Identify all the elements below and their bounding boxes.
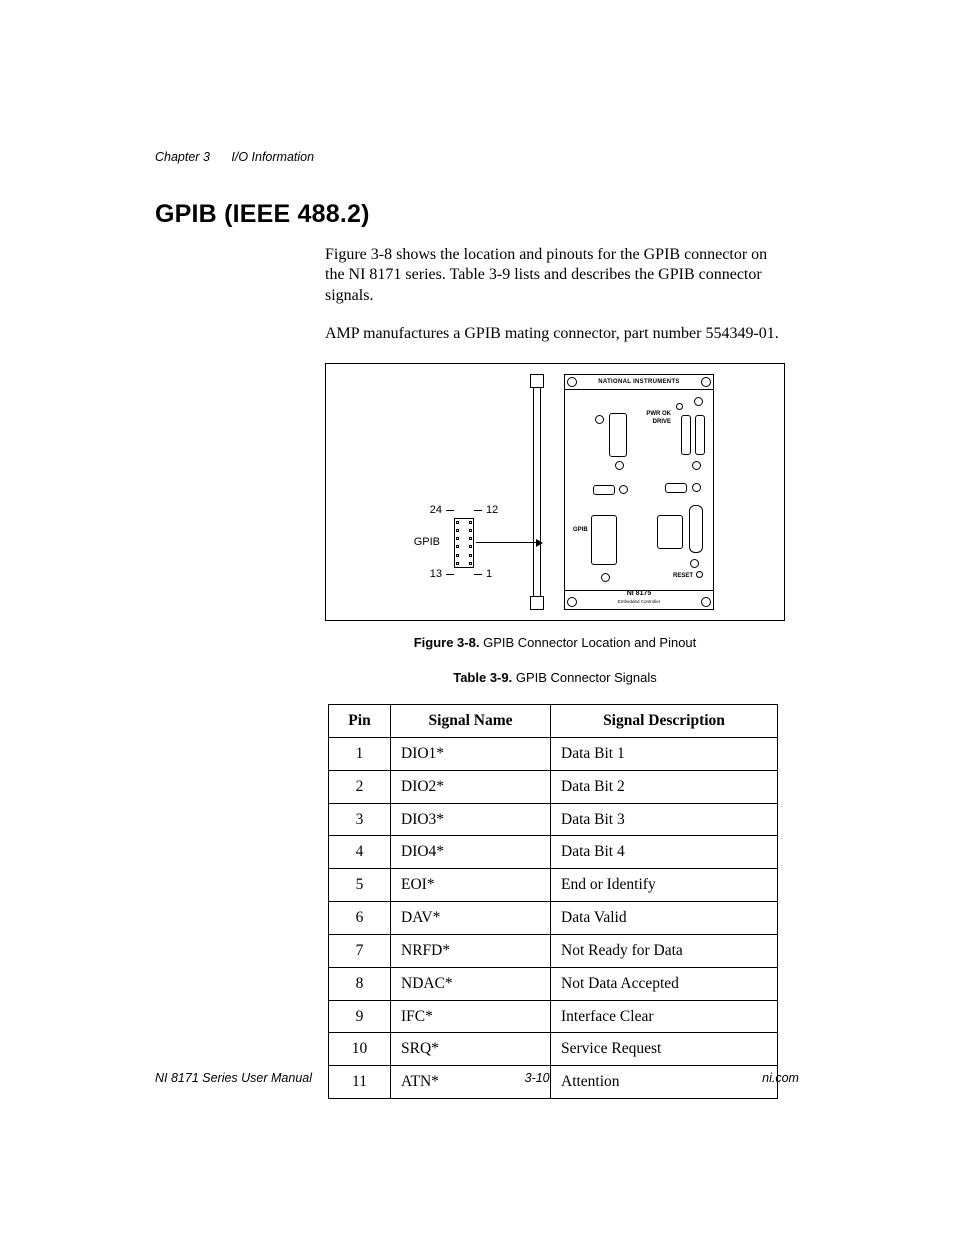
cell-signal-desc: Data Bit 2 <box>551 770 778 803</box>
running-header: Chapter 3 I/O Information <box>155 150 799 164</box>
table-row: 1DIO1*Data Bit 1 <box>329 737 778 770</box>
footer-right: ni.com <box>762 1071 799 1085</box>
cell-signal-name: IFC* <box>391 1000 551 1033</box>
cell-signal-desc: Not Data Accepted <box>551 967 778 1000</box>
table-caption: Table 3-9. GPIB Connector Signals <box>325 670 785 687</box>
col-name: Signal Name <box>391 705 551 738</box>
figure-gpib-label: GPIB <box>406 537 446 548</box>
panel-drive-label: DRIVE <box>653 419 671 425</box>
pin-label-1: 1 <box>482 569 492 580</box>
cell-signal-desc: Data Valid <box>551 902 778 935</box>
table-row: 4DIO4*Data Bit 4 <box>329 836 778 869</box>
cell-signal-desc: Not Ready for Data <box>551 934 778 967</box>
figure-caption-num: Figure 3-8. <box>414 635 480 650</box>
arrow-icon <box>536 539 543 547</box>
col-desc: Signal Description <box>551 705 778 738</box>
table-row: 10SRQ*Service Request <box>329 1033 778 1066</box>
section-title: GPIB (IEEE 488.2) <box>155 200 799 229</box>
figure-caption: Figure 3-8. GPIB Connector Location and … <box>325 635 785 652</box>
table-row: 2DIO2*Data Bit 2 <box>329 770 778 803</box>
cell-signal-desc: Data Bit 4 <box>551 836 778 869</box>
pin-label-24: 24 <box>406 505 446 516</box>
cell-pin: 4 <box>329 836 391 869</box>
cell-signal-desc: Data Bit 3 <box>551 803 778 836</box>
table-row: 6DAV*Data Valid <box>329 902 778 935</box>
cell-pin: 2 <box>329 770 391 803</box>
page: Chapter 3 I/O Information GPIB (IEEE 488… <box>0 0 954 1235</box>
body-column: Figure 3-8 shows the location and pinout… <box>325 245 785 1099</box>
cell-signal-name: DAV* <box>391 902 551 935</box>
cell-signal-name: DIO1* <box>391 737 551 770</box>
figure-caption-text: GPIB Connector Location and Pinout <box>483 635 696 650</box>
panel-product: NI 8175 <box>627 590 652 597</box>
cell-signal-name: NRFD* <box>391 934 551 967</box>
gpib-signals-table: Pin Signal Name Signal Description 1DIO1… <box>328 704 778 1099</box>
page-footer: NI 8171 Series User Manual 3-10 ni.com <box>155 1071 799 1085</box>
panel-logo: NATIONAL INSTRUMENTS <box>585 379 693 387</box>
cell-signal-name: DIO2* <box>391 770 551 803</box>
panel-gpib-label: GPIB <box>573 527 588 535</box>
table-row: 5EOI*End or Identify <box>329 869 778 902</box>
gpib-connector-icon <box>454 518 474 568</box>
table-header-row: Pin Signal Name Signal Description <box>329 705 778 738</box>
cell-pin: 9 <box>329 1000 391 1033</box>
col-pin: Pin <box>329 705 391 738</box>
header-chapter: Chapter 3 <box>155 150 228 164</box>
cell-pin: 5 <box>329 869 391 902</box>
cell-signal-name: EOI* <box>391 869 551 902</box>
cell-signal-name: DIO3* <box>391 803 551 836</box>
cell-signal-desc: Interface Clear <box>551 1000 778 1033</box>
cell-pin: 7 <box>329 934 391 967</box>
controller-faceplate-icon: NATIONAL INSTRUMENTS PWR OK DRIVE GPIB <box>564 374 714 610</box>
cell-pin: 1 <box>329 737 391 770</box>
table-row: 9IFC*Interface Clear <box>329 1000 778 1033</box>
cell-pin: 3 <box>329 803 391 836</box>
cell-signal-name: SRQ* <box>391 1033 551 1066</box>
cell-signal-desc: Service Request <box>551 1033 778 1066</box>
panel-product-sub: Embedded Controller <box>565 599 713 605</box>
paragraph-1: Figure 3-8 shows the location and pinout… <box>325 245 785 306</box>
header-title: I/O Information <box>231 150 314 164</box>
cell-signal-desc: Data Bit 1 <box>551 737 778 770</box>
cell-pin: 6 <box>329 902 391 935</box>
cell-pin: 10 <box>329 1033 391 1066</box>
table-caption-text: GPIB Connector Signals <box>516 670 657 685</box>
table-row: 8NDAC*Not Data Accepted <box>329 967 778 1000</box>
cell-signal-desc: End or Identify <box>551 869 778 902</box>
paragraph-2: AMP manufactures a GPIB mating connector… <box>325 324 785 344</box>
panel-pwr-label: PWR OK <box>646 411 671 417</box>
figure-gpib-location: 24 12 GPIB <box>325 363 785 621</box>
footer-left: NI 8171 Series User Manual <box>155 1071 312 1085</box>
table-caption-num: Table 3-9. <box>453 670 512 685</box>
table-row: 3DIO3*Data Bit 3 <box>329 803 778 836</box>
cell-signal-name: DIO4* <box>391 836 551 869</box>
pin-label-12: 12 <box>482 505 498 516</box>
footer-center: 3-10 <box>525 1071 550 1085</box>
cell-signal-name: NDAC* <box>391 967 551 1000</box>
panel-reset-label: RESET <box>673 573 693 581</box>
table-row: 7NRFD*Not Ready for Data <box>329 934 778 967</box>
pin-label-13: 13 <box>406 569 446 580</box>
cell-pin: 8 <box>329 967 391 1000</box>
figure-callouts: 24 12 GPIB <box>406 504 543 582</box>
